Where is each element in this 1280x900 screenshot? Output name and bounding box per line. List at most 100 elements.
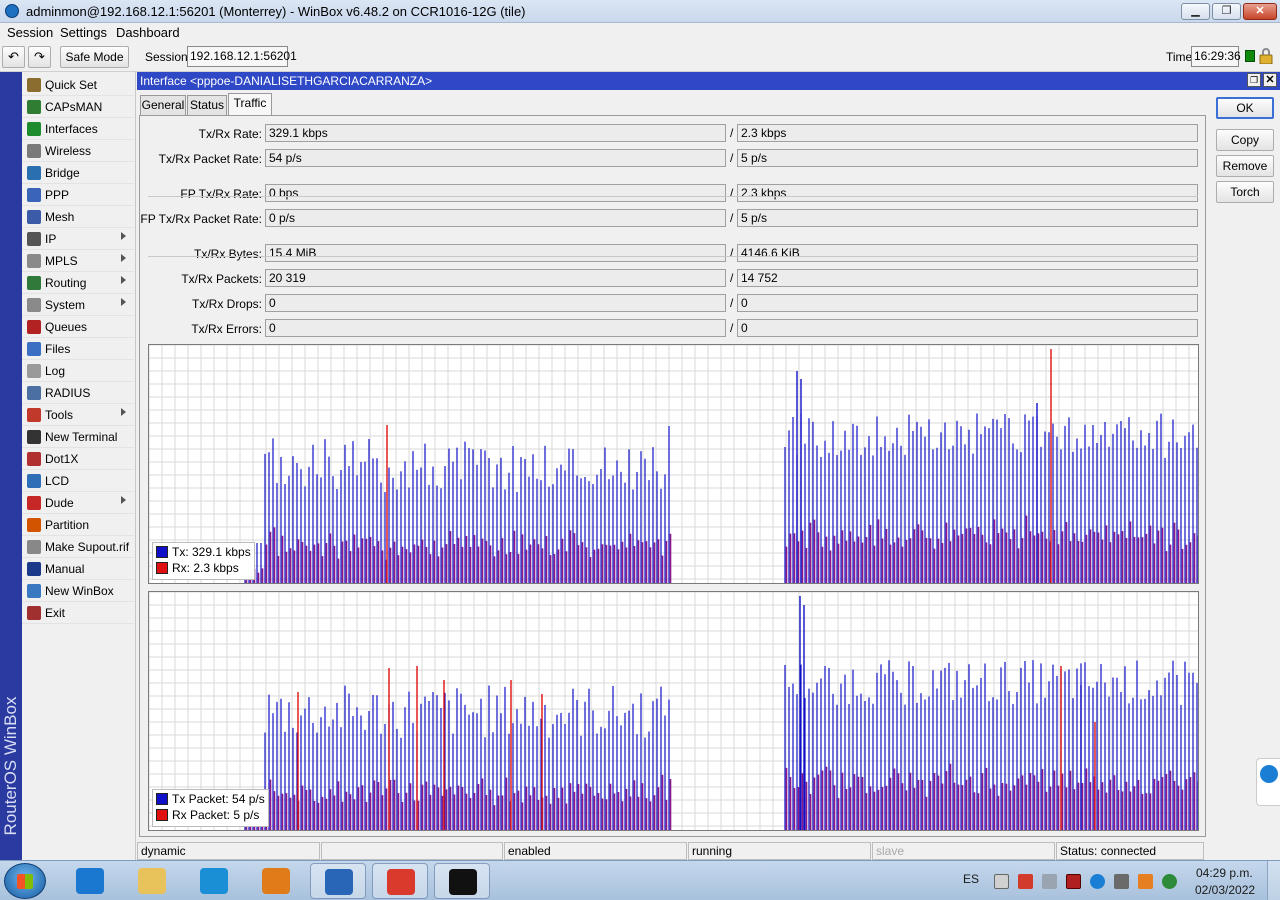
update-check-icon[interactable] xyxy=(1162,874,1177,889)
sidebar-item-make-supout-rif[interactable]: Make Supout.rif xyxy=(22,536,134,558)
packet-legend: Tx Packet: 54 p/s Rx Packet: 5 p/s xyxy=(152,789,269,827)
field-row: Tx/Rx Drops: 0/0 xyxy=(140,294,1205,314)
tab-general[interactable]: General xyxy=(140,95,186,115)
minimize-button[interactable]: ▁ xyxy=(1181,3,1210,20)
interface-window: Interface <pppoe-DANIALISETHGARCIACARRAN… xyxy=(137,72,1280,860)
submenu-arrow-icon xyxy=(121,298,126,306)
sidebar-item-mesh[interactable]: Mesh xyxy=(22,206,134,228)
legend-rx-packet-text: Rx Packet: 5 p/s xyxy=(172,808,260,822)
taskbar-button-edge[interactable] xyxy=(186,863,242,899)
session-label: Session: xyxy=(145,50,192,64)
taskbar-button-winbox[interactable] xyxy=(310,863,366,899)
tx-value-field: 20 319 xyxy=(265,269,726,287)
safe-mode-button[interactable]: Safe Mode xyxy=(60,46,129,68)
redo-button[interactable]: ↷ xyxy=(28,46,51,68)
network-disconnected-icon[interactable] xyxy=(1066,874,1081,889)
chrome-icon xyxy=(387,869,415,895)
clock-time[interactable]: 04:29 p.m. xyxy=(1196,866,1253,880)
sidebar-item-label: IP xyxy=(45,232,57,246)
show-desktop-button[interactable] xyxy=(1267,861,1280,900)
rx-value-field: 0 xyxy=(737,294,1198,312)
windows-taskbar: ES 04:29 p.m. 02/03/2022 xyxy=(0,860,1280,900)
sidebar-item-new-winbox[interactable]: New WinBox xyxy=(22,580,134,602)
field-row: Tx/Rx Rate: 329.1 kbps /2.3 kbps xyxy=(140,124,1205,144)
restore-icon[interactable]: ❐ xyxy=(1247,73,1261,87)
sidebar-item-label: Interfaces xyxy=(45,122,98,136)
close-button[interactable]: ✕ xyxy=(1243,3,1277,20)
start-button[interactable] xyxy=(4,863,46,899)
tab-traffic[interactable]: Traffic xyxy=(228,93,272,116)
clock-date[interactable]: 02/03/2022 xyxy=(1195,883,1256,897)
sidebar-item-queues[interactable]: Queues xyxy=(22,316,134,338)
copy-button[interactable]: Copy xyxy=(1216,129,1274,151)
wand-icon xyxy=(27,78,41,92)
sidebar-item-dot1x[interactable]: Dot1X xyxy=(22,448,134,470)
sidebar-item-label: Dot1X xyxy=(45,452,79,466)
ok-button[interactable]: OK xyxy=(1216,97,1274,119)
sidebar-item-manual[interactable]: Manual xyxy=(22,558,134,580)
sidebar-item-bridge[interactable]: Bridge xyxy=(22,162,134,184)
taskbar-button-explorer[interactable] xyxy=(124,863,180,899)
sidebar-item-ppp[interactable]: PPP xyxy=(22,184,134,206)
undo-button[interactable]: ↶ xyxy=(2,46,25,68)
time-field: 16:29:36 xyxy=(1191,46,1241,67)
menu-dashboard[interactable]: Dashboard xyxy=(116,25,180,40)
sidebar-item-new-terminal[interactable]: New Terminal xyxy=(22,426,134,448)
menu-settings[interactable]: Settings xyxy=(60,25,107,40)
field-label: FP Tx/Rx Rate: xyxy=(180,187,262,201)
legend-rx-text: Rx: 2.3 kbps xyxy=(172,561,239,575)
sidebar-item-quick-set[interactable]: Quick Set xyxy=(22,74,134,96)
teamviewer-tray-icon[interactable] xyxy=(1090,874,1105,889)
taskbar-button-chrome[interactable] xyxy=(372,863,428,899)
sidebar-item-system[interactable]: System xyxy=(22,294,134,316)
system-icon xyxy=(27,298,41,312)
maximize-button[interactable]: ❐ xyxy=(1212,3,1241,20)
taskbar-button-cmd[interactable] xyxy=(434,863,490,899)
app-tray-icon[interactable] xyxy=(1138,874,1153,889)
sidebar-item-label: Partition xyxy=(45,518,90,532)
sidebar-item-ip[interactable]: IP xyxy=(22,228,134,250)
torch-button[interactable]: Torch xyxy=(1216,181,1274,203)
flag-icon[interactable] xyxy=(994,874,1009,889)
submenu-arrow-icon xyxy=(121,254,126,262)
sidebar-item-tools[interactable]: Tools xyxy=(22,404,134,426)
wireless-icon xyxy=(27,144,41,158)
taskbar-button-ie[interactable] xyxy=(62,863,118,899)
security-icon[interactable] xyxy=(1018,874,1033,889)
sidebar-item-dude[interactable]: Dude xyxy=(22,492,134,514)
language-indicator[interactable]: ES xyxy=(963,872,980,886)
sidebar-item-wireless[interactable]: Wireless xyxy=(22,140,134,162)
sidebar-item-log[interactable]: Log xyxy=(22,360,134,382)
tab-status[interactable]: Status xyxy=(187,95,227,115)
sidebar-item-exit[interactable]: Exit xyxy=(22,602,134,624)
sidebar-item-capsman[interactable]: CAPsMAN xyxy=(22,96,134,118)
tx-value-field: 54 p/s xyxy=(265,149,726,167)
legend-tx-packet-text: Tx Packet: 54 p/s xyxy=(172,792,265,806)
close-icon[interactable]: ✕ xyxy=(1263,73,1277,87)
window-titlebar[interactable]: adminmon@192.168.12.1:56201 (Monterrey) … xyxy=(0,0,1280,23)
volume-muted-icon[interactable] xyxy=(1042,874,1057,889)
legend-tx: Tx: 329.1 kbps xyxy=(156,545,251,561)
field-row: Tx/Rx Bytes: 15.4 MiB /4146.6 KiB xyxy=(140,244,1205,264)
sidebar-item-interfaces[interactable]: Interfaces xyxy=(22,118,134,140)
remove-button[interactable]: Remove xyxy=(1216,155,1274,177)
status-empty xyxy=(321,842,503,860)
sidebar-item-routing[interactable]: Routing xyxy=(22,272,134,294)
field-label: Tx/Rx Packets: xyxy=(181,272,262,286)
teamviewer-side-widget[interactable] xyxy=(1256,758,1280,806)
sidebar-item-radius[interactable]: RADIUS xyxy=(22,382,134,404)
cmd-icon xyxy=(449,869,477,895)
menu-session[interactable]: Session xyxy=(7,25,54,40)
legend-rx: Rx: 2.3 kbps xyxy=(156,561,251,577)
taskbar-button-media[interactable] xyxy=(248,863,304,899)
sidebar-item-files[interactable]: Files xyxy=(22,338,134,360)
tx-value-field: 0 bps xyxy=(265,184,726,202)
sidebar-item-partition[interactable]: Partition xyxy=(22,514,134,536)
sidebar-item-mpls[interactable]: MPLS xyxy=(22,250,134,272)
field-label: Tx/Rx Bytes: xyxy=(193,247,262,261)
interface-window-titlebar[interactable]: Interface <pppoe-DANIALISETHGARCIACARRAN… xyxy=(137,72,1280,90)
edge-icon xyxy=(200,868,228,894)
sidebar-item-lcd[interactable]: LCD xyxy=(22,470,134,492)
window-title: adminmon@192.168.12.1:56201 (Monterrey) … xyxy=(26,4,526,19)
network-icon[interactable] xyxy=(1114,874,1129,889)
